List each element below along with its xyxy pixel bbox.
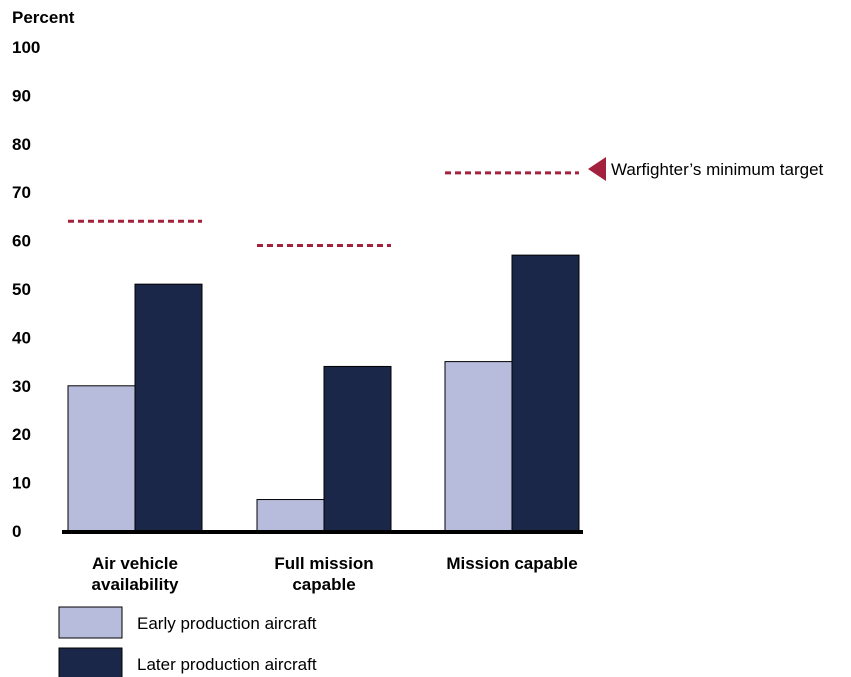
y-tick-label: 0 [12, 522, 21, 541]
category-labels: Air vehicle availability Full mission capab… [92, 554, 578, 594]
bars [67, 254, 580, 532]
legend-swatch [58, 606, 123, 639]
bar-early [256, 499, 325, 532]
y-tick-label: 70 [12, 183, 31, 202]
y-tick-label: 100 [12, 38, 40, 57]
target-annotation: Warfighter’s minimum target [588, 157, 824, 181]
category-label: Mission capable [446, 554, 577, 573]
target-annotation-label: Warfighter’s minimum target [611, 160, 824, 179]
y-tick-label: 90 [12, 86, 31, 105]
y-tick-label: 40 [12, 328, 31, 347]
y-tick-label: 50 [12, 280, 31, 299]
target-pointer-icon [588, 157, 606, 181]
category-label: Full mission [274, 554, 373, 573]
category-label: availability [92, 575, 179, 594]
legend-swatch [58, 647, 123, 677]
y-axis-label: Percent [12, 8, 75, 27]
bar-later [511, 254, 580, 532]
y-tick-label: 80 [12, 135, 31, 154]
y-tick-label: 10 [12, 474, 31, 493]
category-label: Air vehicle [92, 554, 178, 573]
legend-label: Later production aircraft [137, 655, 317, 674]
bar-early [67, 385, 136, 532]
bar-later [323, 365, 392, 532]
bar-early [444, 361, 513, 532]
y-tick-label: 60 [12, 232, 31, 251]
y-tick-label: 30 [12, 377, 31, 396]
category-label: capable [292, 575, 355, 594]
y-axis-ticks: 0 10 20 30 40 50 60 70 80 90 100 [12, 38, 40, 541]
bar-later [134, 283, 203, 532]
legend-label: Early production aircraft [137, 614, 317, 633]
legend: Early production aircraft Later productio… [58, 606, 317, 677]
target-lines [68, 171, 579, 247]
y-tick-label: 20 [12, 425, 31, 444]
